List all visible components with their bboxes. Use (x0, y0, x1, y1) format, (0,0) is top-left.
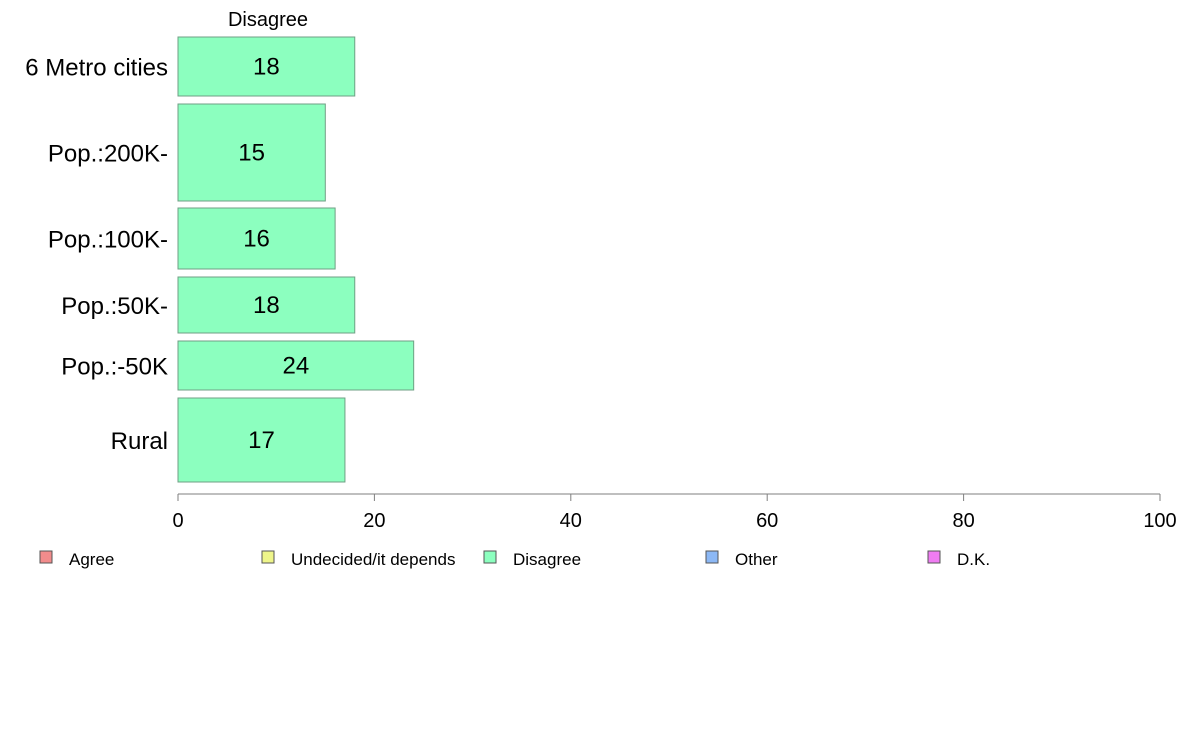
bars-layer: 18 15 16 18 24 17 (177, 36, 415, 483)
legend-swatch (705, 550, 719, 564)
x-tick-label: 20 (363, 510, 385, 532)
x-axis: 0 20 40 60 80 100 (172, 493, 1177, 532)
category-label: 6 Metro cities (25, 55, 168, 82)
legend-swatch (927, 550, 941, 564)
category-label: Pop.:100K- (48, 227, 168, 254)
category-label: Pop.:200K- (48, 141, 168, 168)
legend-swatch (39, 550, 53, 564)
x-tick-label: 0 (172, 510, 183, 532)
bar (177, 36, 356, 97)
legend-label: Other (735, 550, 778, 569)
legend-label: Disagree (513, 550, 581, 569)
legend-swatch (483, 550, 497, 564)
x-tick-label: 60 (756, 510, 778, 532)
legend: Agree Undecided/it depends Disagree Other D.… (39, 550, 990, 569)
bar-value-label: 24 (282, 353, 309, 380)
bar (177, 103, 326, 202)
bar (177, 207, 336, 270)
bar (177, 340, 415, 391)
column-header: Disagree (228, 9, 308, 31)
bar-value-label: 16 (243, 226, 270, 253)
category-label: Pop.:50K- (61, 293, 168, 320)
x-tick-label: 80 (952, 510, 974, 532)
legend-label: D.K. (957, 550, 990, 569)
legend-label: Undecided/it depends (291, 550, 455, 569)
x-tick-label: 40 (560, 510, 582, 532)
category-label: Rural (111, 428, 168, 455)
bar (177, 276, 356, 334)
bar-value-label: 17 (248, 427, 275, 454)
category-labels: 6 Metro cities Pop.:200K- Pop.:100K- Pop.:5… (25, 55, 168, 456)
legend-swatch (261, 550, 275, 564)
x-tick-label: 100 (1143, 510, 1176, 532)
bar-value-label: 18 (253, 54, 280, 81)
bar-value-label: 15 (238, 140, 265, 167)
legend-label: Agree (69, 550, 114, 569)
bar-value-label: 18 (253, 292, 280, 319)
category-label: Pop.:-50K (61, 354, 168, 381)
bar (177, 397, 346, 483)
